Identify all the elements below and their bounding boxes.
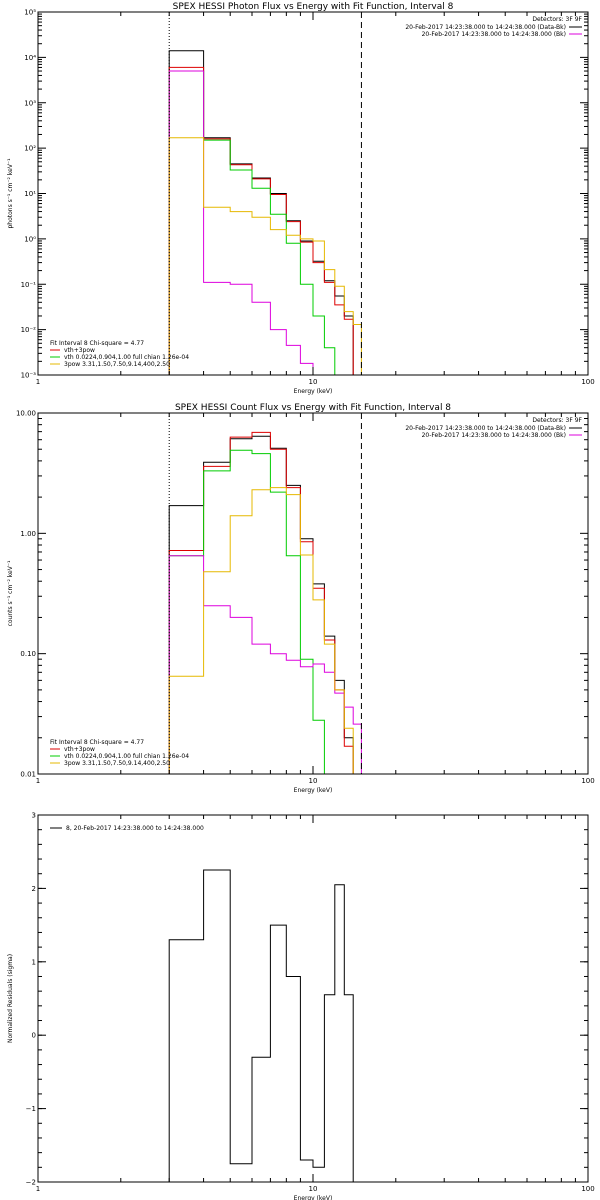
series-line-2 [168,431,354,774]
series-group [168,431,362,775]
y-tick-label: 10³ [24,99,36,107]
x-tick-label: 1 [36,1185,40,1193]
y-tick-label: 10⁻² [21,326,37,334]
x-axis-label: Energy (keV) [294,787,333,794]
chart-title: SPEX HESSI Count Flux vs Energy with Fit… [175,403,451,413]
y-tick-label: 10² [24,145,36,153]
residual-legend-label: 8, 20-Feb-2017 14:23:38.000 to 14:24:38.… [66,825,204,832]
x-tick-label: 10 [309,378,318,386]
fit-legend-label: vth 0.0224,0.904,1.00 full chian 1.26e-0… [64,753,189,760]
y-tick-label: 10⁰ [24,235,36,243]
plot-frame [37,11,589,376]
series-line-2 [168,66,354,375]
chart-title: SPEX HESSI Photon Flux vs Energy with Fi… [173,2,454,12]
series-line-3 [168,70,345,376]
fit-legend-label: vth+3pow [64,746,95,753]
x-tick-label: 10 [309,1185,318,1193]
x-tick-label: 100 [581,1185,594,1193]
y-axis-label: Normalized Residuals (sigma) [7,954,14,1043]
y-tick-label: 0 [32,1032,36,1040]
x-axis-label: Energy (keV) [294,1195,333,1200]
chart-panel-2: SPEX HESSI Count Flux vs Energy with Fit… [7,403,595,794]
series-group [168,50,362,376]
fit-legend-label: vth 0.0224,0.904,1.00 full chian 1.26e-0… [64,354,189,361]
fit-legend-label: vth+3pow [64,347,95,354]
fit-legend-label: 3pow 3.31,1.50,7.50,9.14,400,2.50 [64,760,170,767]
detectors-label: Detectors: 3F 9F [532,16,582,23]
x-axis-label: Energy (keV) [294,388,333,395]
series-line-4 [168,555,362,774]
time-legend-label: 20-Feb-2017 14:23:38.000 to 14:24:38.000… [422,432,566,439]
y-tick-label: 0.10 [20,650,36,658]
time-legend-label: 20-Feb-2017 14:23:38.000 to 14:24:38.000… [422,31,566,38]
fit-legend-label: 3pow 3.31,1.50,7.50,9.14,400,2.50 [64,361,170,368]
y-tick-label: 1 [32,958,36,966]
fit-legend-heading: Fit Interval 8 Chi-square = 4.77 [50,739,144,746]
y-axis-label: photons s⁻¹ cm⁻² keV⁻¹ [7,158,14,229]
y-tick-label: 10⁻³ [21,372,37,380]
y-tick-label: 10⁴ [24,54,36,62]
y-tick-label: 10¹ [24,190,36,198]
y-tick-label: 0.01 [20,771,36,779]
y-tick-label: −2 [26,1179,36,1187]
y-tick-label: 10.00 [16,410,36,418]
time-legend-label: 20-Feb-2017 14:23:38.000 to 14:24:38.000… [405,24,566,31]
y-axis-label: counts s⁻¹ cm⁻² keV⁻¹ [7,560,14,626]
y-tick-label: 1.00 [20,530,36,538]
x-tick-label: 1 [36,777,40,785]
series-line-1 [168,435,354,774]
series-line-3 [168,449,335,775]
plot-frame [37,814,589,1183]
x-tick-label: 10 [309,777,318,785]
series-line-1 [168,869,354,1182]
series-group [168,869,354,1182]
series-line-5 [168,487,362,775]
y-tick-label: 10⁵ [24,9,36,17]
x-tick-label: 100 [581,378,594,386]
y-tick-label: 10⁻¹ [21,281,37,289]
y-tick-label: 2 [32,885,36,893]
time-legend-label: 20-Feb-2017 14:23:38.000 to 14:24:38.000… [405,425,566,432]
detectors-label: Detectors: 3F 9F [532,417,582,424]
chart-panel-3: 1 10 100 Energy (keV) −2 −1 0 1 2 3 Normalized Res… [7,812,595,1200]
chart-panel-1: SPEX HESSI Photon Flux vs Energy with Fi… [7,2,595,395]
y-tick-label: 3 [32,812,36,820]
series-line-1 [168,50,354,375]
series-line-5 [168,137,362,375]
y-tick-label: −1 [26,1105,36,1113]
x-tick-label: 1 [36,378,40,386]
x-tick-label: 100 [581,777,594,785]
series-line-4 [168,70,354,376]
fit-legend-heading: Fit Interval 8 Chi-square = 4.77 [50,340,144,347]
